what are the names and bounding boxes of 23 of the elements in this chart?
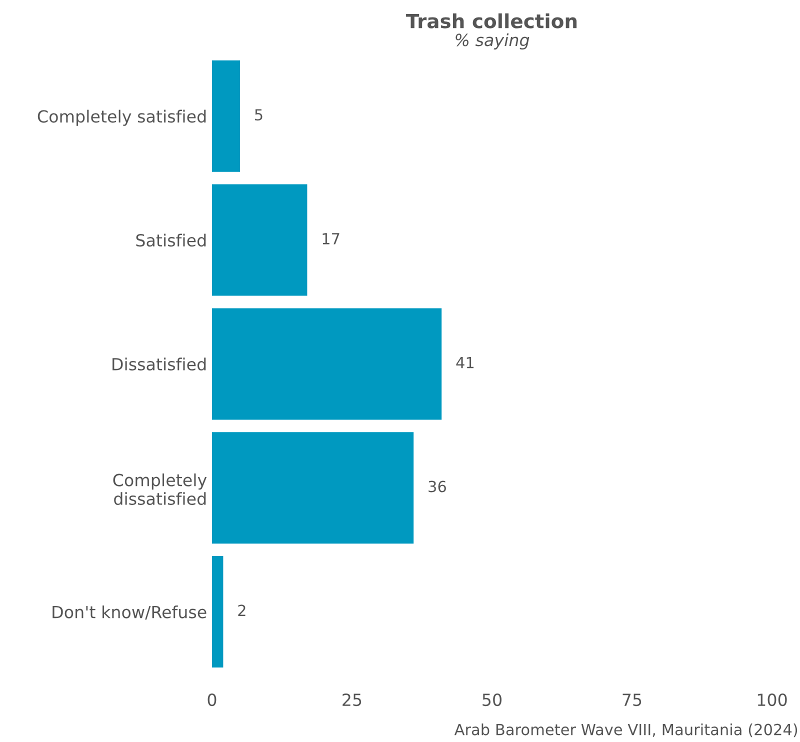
text: Arab Barometer Wave VIII, Mauritania (2024) [454, 724, 798, 738]
y-tick-label: Satisfied [136, 234, 206, 247]
x-tick-label: 0 [208, 693, 216, 706]
data-label: 2 [238, 604, 246, 616]
bar [212, 556, 224, 668]
data-label: 5 [255, 109, 262, 121]
x-tick-label: 25 [342, 693, 362, 706]
y-tick-label: Completely dissatisfied [113, 473, 207, 506]
y-tick-label: Completely satisfied [38, 110, 206, 126]
chart-subtitle: % saying [456, 33, 530, 50]
data-label: 17 [322, 233, 340, 244]
y-tick-label: Dissatisfied [112, 358, 206, 371]
y-tick-label: Don't know/Refuse [52, 605, 206, 620]
x-tick-label: 50 [482, 693, 502, 706]
x-tick-label: 100 [758, 693, 787, 706]
bar [212, 184, 308, 296]
bar [212, 60, 240, 172]
data-label: 41 [456, 357, 474, 368]
bar [212, 308, 442, 420]
data-label: 36 [428, 480, 446, 492]
bar [212, 432, 414, 544]
x-tick-label: 75 [622, 694, 642, 706]
chart-title: Trash collection [406, 13, 577, 28]
